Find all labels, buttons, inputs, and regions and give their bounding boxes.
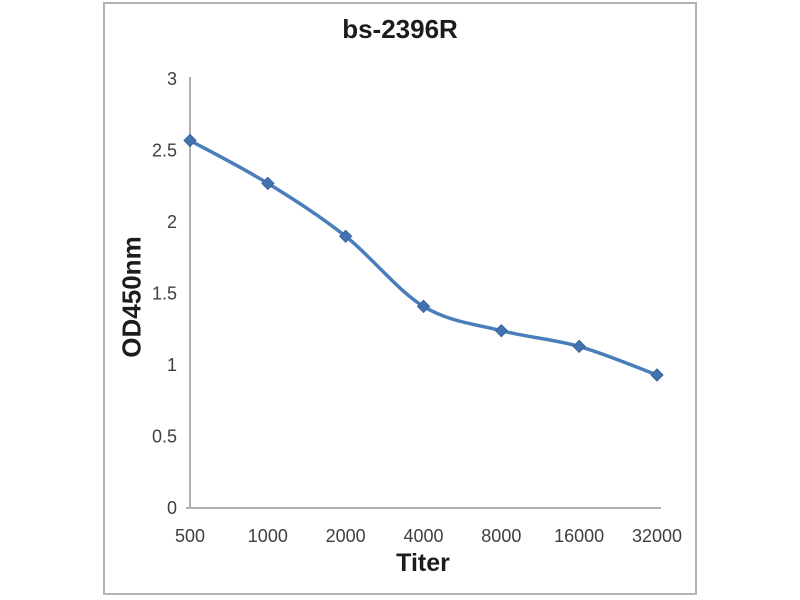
y-tick-label: 0.5 [152,427,177,447]
axes [186,77,661,509]
chart-title: bs-2396R [342,14,458,44]
x-tick-label: 32000 [632,526,682,546]
x-tick-label: 4000 [403,526,443,546]
x-tick-label: 1000 [248,526,288,546]
y-tick-label: 2 [167,212,177,232]
y-tick-label: 1.5 [152,284,177,304]
data-point-marker [416,299,431,314]
data-point-marker [494,323,509,338]
x-tick-label: 2000 [326,526,366,546]
x-axis-title: Titer [396,549,450,577]
x-tick-label: 8000 [481,526,521,546]
data-point-marker [183,133,197,148]
data-point-marker [261,176,275,191]
y-tick-label: 1 [167,355,177,375]
data-point-marker [650,368,664,382]
x-tick-labels: 500 1000 2000 4000 8000 16000 32000 [175,526,682,546]
data-point-marker [572,339,586,354]
y-tick-labels: 0 0.5 1 1.5 2 2.5 3 [152,69,177,518]
series-line [188,138,659,377]
series-markers [183,133,664,382]
y-tick-label: 0 [167,498,177,518]
y-tick-label: 3 [167,69,177,89]
data-point-marker [338,229,353,244]
chart-frame [103,2,697,595]
y-tick-label: 2.5 [152,141,177,161]
x-tick-label: 500 [175,526,205,546]
x-tick-label: 16000 [554,526,604,546]
